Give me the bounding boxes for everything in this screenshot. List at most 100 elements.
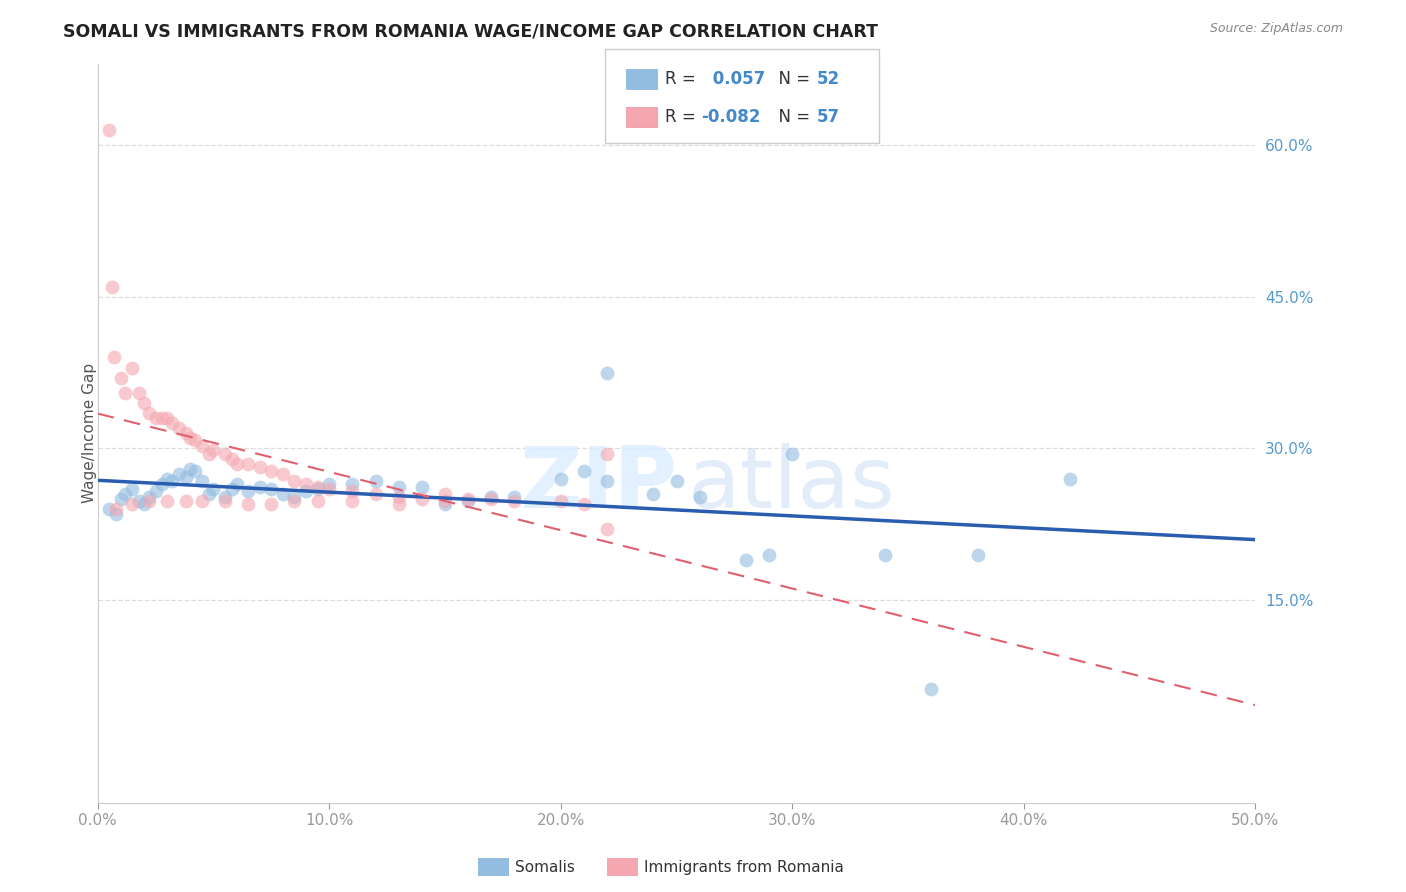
Text: Source: ZipAtlas.com: Source: ZipAtlas.com — [1209, 22, 1343, 36]
Point — [167, 421, 190, 435]
Point — [132, 497, 155, 511]
Point — [596, 366, 619, 380]
Point — [873, 548, 896, 562]
Point — [98, 502, 121, 516]
Point — [128, 494, 150, 508]
Y-axis label: Wage/Income Gap: Wage/Income Gap — [82, 363, 97, 503]
Point — [103, 351, 125, 365]
Text: N =: N = — [768, 70, 815, 88]
Point — [550, 494, 572, 508]
Text: Immigrants from Romania: Immigrants from Romania — [644, 860, 844, 874]
Point — [596, 446, 619, 460]
Text: ZIP: ZIP — [519, 443, 676, 526]
Point — [295, 483, 318, 498]
Point — [596, 474, 619, 488]
Point — [388, 480, 411, 494]
Point — [202, 482, 225, 496]
Text: Somalis: Somalis — [515, 860, 575, 874]
Point — [152, 476, 174, 491]
Point — [114, 487, 136, 501]
Point — [735, 553, 758, 567]
Point — [156, 494, 179, 508]
Point — [364, 487, 387, 501]
Point — [138, 494, 160, 508]
Point — [121, 497, 143, 511]
Point — [307, 494, 329, 508]
Point — [318, 476, 340, 491]
Point — [665, 474, 688, 488]
Point — [179, 461, 201, 475]
Point — [433, 497, 456, 511]
Text: N =: N = — [768, 108, 815, 126]
Point — [572, 497, 595, 511]
Point — [121, 360, 143, 375]
Point — [179, 431, 201, 445]
Point — [479, 491, 502, 506]
Point — [782, 446, 804, 460]
Point — [920, 682, 942, 697]
Point — [457, 491, 479, 506]
Point — [643, 487, 665, 501]
Point — [411, 491, 433, 506]
Point — [100, 279, 122, 293]
Text: R =: R = — [665, 70, 702, 88]
Point — [388, 497, 411, 511]
Point — [433, 487, 456, 501]
Point — [160, 474, 183, 488]
Point — [128, 385, 150, 400]
Point — [121, 482, 143, 496]
Point — [433, 494, 456, 508]
Point — [307, 482, 329, 496]
Point — [202, 443, 225, 458]
Point — [503, 494, 526, 508]
Text: 52: 52 — [817, 70, 839, 88]
Point — [283, 494, 305, 508]
Point — [271, 487, 294, 501]
Point — [110, 370, 132, 384]
Point — [479, 490, 502, 504]
Point — [174, 426, 197, 441]
Point — [758, 548, 780, 562]
Point — [167, 467, 190, 481]
Point — [238, 457, 260, 471]
Point — [596, 522, 619, 536]
Point — [110, 491, 132, 506]
Point — [260, 482, 283, 496]
Point — [572, 464, 595, 478]
Point — [221, 482, 243, 496]
Point — [411, 480, 433, 494]
Point — [342, 494, 364, 508]
Point — [238, 483, 260, 498]
Point — [198, 446, 221, 460]
Point — [191, 474, 214, 488]
Text: SOMALI VS IMMIGRANTS FROM ROMANIA WAGE/INCOME GAP CORRELATION CHART: SOMALI VS IMMIGRANTS FROM ROMANIA WAGE/I… — [63, 22, 879, 40]
Point — [191, 494, 214, 508]
Point — [174, 494, 197, 508]
Point — [145, 411, 167, 425]
Point — [388, 490, 411, 504]
Point — [307, 480, 329, 494]
Point — [260, 497, 283, 511]
Point — [132, 396, 155, 410]
Text: 0.057: 0.057 — [707, 70, 765, 88]
Point — [198, 487, 221, 501]
Point — [156, 472, 179, 486]
Point — [214, 494, 236, 508]
Text: R =: R = — [665, 108, 702, 126]
Point — [152, 411, 174, 425]
Point — [105, 507, 128, 521]
Point — [98, 123, 121, 137]
Point — [503, 490, 526, 504]
Point — [214, 446, 236, 460]
Point — [156, 411, 179, 425]
Point — [342, 483, 364, 498]
Point — [138, 490, 160, 504]
Point — [283, 474, 305, 488]
Point — [174, 470, 197, 484]
Point — [184, 464, 207, 478]
Point — [271, 467, 294, 481]
Point — [191, 439, 214, 453]
Point — [295, 476, 318, 491]
Point — [249, 480, 271, 494]
Point — [966, 548, 988, 562]
